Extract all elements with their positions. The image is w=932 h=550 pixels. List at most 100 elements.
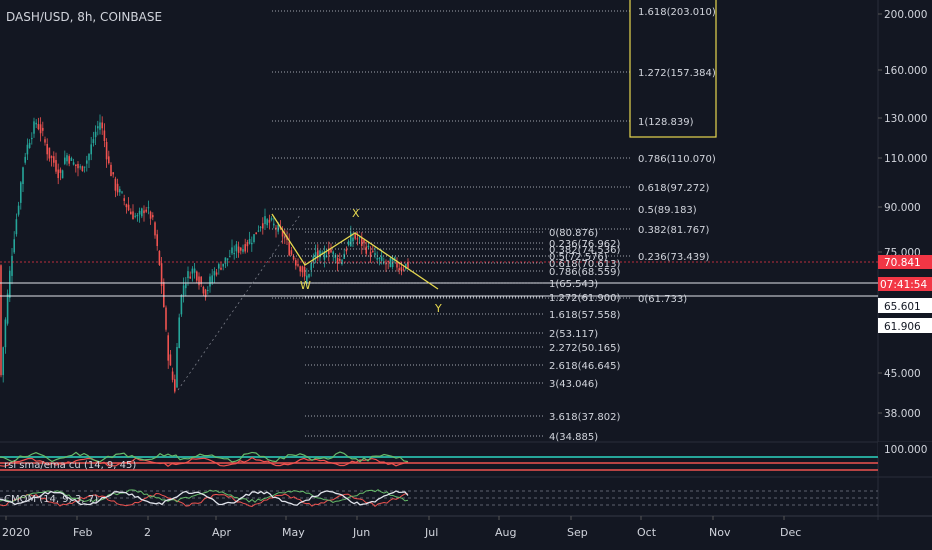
candle-body	[193, 268, 196, 273]
chart-title: DASH/USD, 8h, COINBASE	[6, 10, 163, 24]
candle-body	[26, 144, 29, 155]
wave-label-x: X	[352, 207, 360, 220]
candle-body	[108, 156, 110, 164]
fib-level-label: 0.382(74.536)	[549, 245, 621, 256]
candle-body	[77, 163, 79, 169]
candle	[169, 350, 172, 366]
candle-body	[303, 266, 306, 277]
candle	[79, 164, 81, 170]
candle-body	[314, 252, 317, 258]
candle-body	[398, 268, 400, 271]
candle	[314, 244, 317, 264]
candle-body	[105, 141, 108, 160]
candle	[68, 154, 70, 167]
x-tick-label: Sep	[567, 526, 588, 539]
candle	[332, 250, 334, 262]
candle	[99, 114, 101, 135]
candle-body	[323, 251, 326, 260]
candle-body	[138, 210, 141, 215]
candle	[94, 125, 97, 145]
candle	[281, 226, 284, 244]
candle	[0, 264, 2, 378]
candles-group	[0, 114, 409, 394]
candle-body	[200, 276, 202, 285]
candle	[143, 205, 145, 222]
candle-body	[145, 209, 147, 212]
fib-level-label: 1.618(57.558)	[549, 310, 621, 321]
candle	[211, 269, 213, 285]
cmom-signal-line	[0, 493, 409, 508]
fib-level-label: 2.618(46.645)	[549, 361, 621, 372]
candle-body	[13, 239, 15, 253]
candle	[90, 136, 92, 161]
level-tag	[878, 298, 932, 313]
candle	[105, 138, 108, 168]
candle	[220, 261, 222, 271]
candle-body	[9, 270, 11, 298]
fib-level-label: 0.618(70.613)	[549, 259, 621, 270]
rsi-axis-tag-bg	[878, 442, 932, 457]
candle-body	[143, 210, 145, 214]
candle-body	[191, 268, 194, 274]
fib-level-label: 0.5(89.183)	[638, 205, 697, 216]
candle	[328, 241, 330, 261]
candle-body	[176, 347, 178, 388]
cmom-fast-line	[0, 489, 409, 504]
cmom-line	[0, 490, 409, 506]
y-tick-label: 90.000	[884, 202, 921, 214]
candle-body	[185, 283, 187, 289]
candle	[259, 225, 262, 232]
candle-body	[17, 205, 20, 215]
candle-body	[229, 256, 231, 258]
fib-level-label: 2(53.117)	[549, 329, 598, 340]
candle-body	[39, 124, 42, 134]
candle-body	[160, 263, 163, 287]
candle	[218, 262, 220, 275]
candle	[240, 246, 242, 255]
wave-label-y: Y	[434, 302, 442, 315]
y-tick-label: 38.000	[884, 408, 921, 420]
candle	[112, 171, 114, 178]
fib-level-label: 0.236(76.962)	[549, 239, 621, 250]
candle-body	[264, 216, 266, 225]
candle-body	[233, 253, 235, 255]
candle	[141, 207, 143, 219]
candle	[235, 240, 238, 258]
candle-body	[94, 131, 97, 138]
candle	[134, 212, 136, 219]
y-tick-label: 45.000	[884, 368, 921, 380]
candle-body	[402, 269, 405, 271]
candle-body	[136, 214, 139, 217]
candle	[154, 221, 156, 239]
candle-body	[321, 252, 323, 254]
y-tick-label: 110.000	[884, 153, 927, 165]
rsi-ema-line	[0, 456, 409, 467]
candle	[2, 346, 4, 383]
candle-body	[235, 244, 238, 252]
candle-body	[70, 158, 73, 161]
x-tick-label: Aug	[495, 526, 516, 539]
candle	[152, 212, 154, 221]
candle-body	[270, 218, 273, 220]
candle	[196, 270, 198, 284]
candle-body	[347, 241, 350, 246]
candle	[306, 268, 308, 288]
candle-body	[165, 307, 167, 330]
candle	[20, 181, 22, 210]
candle-body	[396, 261, 398, 268]
y-tick-label: 130.000	[884, 113, 927, 125]
candle-body	[226, 258, 229, 260]
candle-body	[196, 271, 198, 281]
candle	[178, 313, 180, 349]
candle-body	[242, 249, 244, 252]
candle	[167, 332, 169, 369]
candle-body	[387, 260, 389, 263]
candle	[378, 257, 381, 266]
x-tick-label: Dec	[780, 526, 801, 539]
candle	[149, 210, 152, 225]
candle	[9, 266, 11, 302]
candle	[132, 204, 134, 220]
candle-body	[215, 272, 218, 275]
